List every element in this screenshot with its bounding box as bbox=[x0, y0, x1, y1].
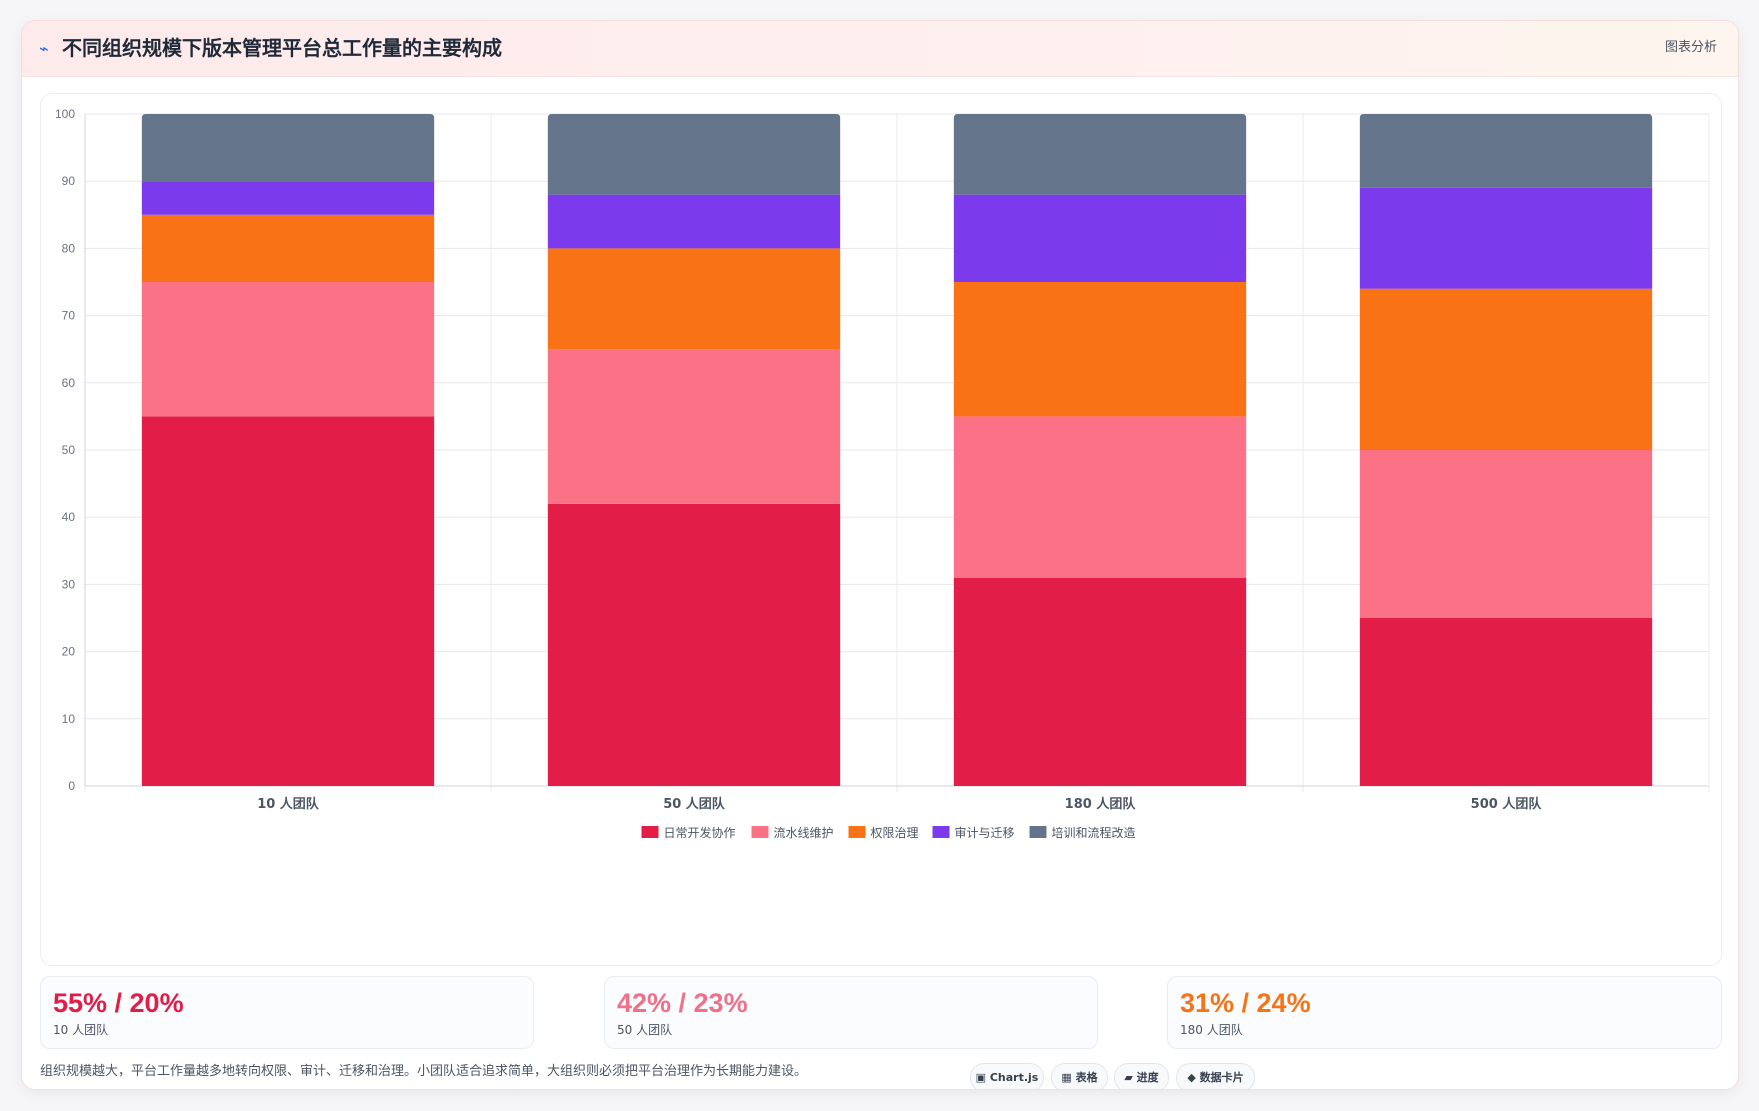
y-tick-label: 80 bbox=[62, 241, 76, 255]
summary-note: 组织规模越大，平台工作量越多地转向权限、审计、迁移和治理。小团队适合追求简单，大… bbox=[40, 1064, 808, 1079]
stat-card-180: 31% / 24% 180 人团队 bbox=[1167, 976, 1722, 1049]
x-tick-label: 500 人团队 bbox=[1471, 796, 1543, 812]
bar-segment bbox=[141, 181, 435, 215]
chartjs-chip[interactable]: ▣ Chart.js bbox=[970, 1063, 1044, 1089]
bar-segment bbox=[953, 114, 1247, 195]
y-tick-label: 0 bbox=[68, 779, 75, 793]
bar-segment bbox=[953, 577, 1247, 786]
data-card-chip[interactable]: ◆ 数据卡片 bbox=[1176, 1063, 1255, 1089]
y-tick-label: 10 bbox=[62, 712, 76, 726]
stat-value: 31% / 24% bbox=[1180, 988, 1311, 1018]
y-tick-label: 20 bbox=[62, 645, 76, 659]
stat-card-10: 55% / 20% 10 人团队 bbox=[40, 976, 534, 1049]
bar-segment bbox=[1359, 450, 1653, 618]
bar-segment bbox=[141, 114, 435, 182]
legend-label: 日常开发协作 bbox=[664, 825, 736, 840]
y-tick-label: 90 bbox=[62, 174, 76, 188]
page-title: 不同组织规模下版本管理平台总工作量的主要构成 bbox=[62, 36, 502, 60]
y-tick-label: 100 bbox=[55, 107, 75, 121]
legend-label: 流水线维护 bbox=[774, 826, 834, 840]
stat-value: 42% / 23% bbox=[617, 988, 748, 1018]
bar-segment bbox=[547, 503, 841, 786]
bar-segment bbox=[547, 114, 841, 195]
legend-swatch bbox=[848, 826, 866, 838]
legend-label: 审计与迁移 bbox=[955, 825, 1015, 840]
x-tick-label: 50 人团队 bbox=[663, 796, 726, 812]
stat-card-50: 42% / 23% 50 人团队 bbox=[604, 976, 1098, 1049]
legend-label: 权限治理 bbox=[871, 826, 919, 840]
card-header: ⌁ 不同组织规模下版本管理平台总工作量的主要构成 图表分析 bbox=[22, 21, 1738, 77]
bar-segment bbox=[1359, 618, 1653, 786]
legend-swatch bbox=[641, 826, 659, 838]
bar-segment bbox=[141, 282, 435, 417]
bar-segment bbox=[547, 194, 841, 249]
bar-segment bbox=[953, 282, 1247, 417]
x-tick-label: 180 人团队 bbox=[1065, 796, 1137, 812]
y-tick-label: 40 bbox=[62, 510, 76, 524]
progress-chip[interactable]: ▰ 进度 bbox=[1114, 1063, 1169, 1089]
legend-label: 培训和流程改造 bbox=[1052, 825, 1136, 840]
chart-card: ⌁ 不同组织规模下版本管理平台总工作量的主要构成 图表分析 0 10 20 30 40 5… bbox=[21, 20, 1739, 1090]
y-tick-label: 70 bbox=[62, 309, 76, 323]
x-tick-label: 10 人团队 bbox=[257, 796, 320, 812]
legend-swatch bbox=[751, 826, 769, 838]
legend-swatch bbox=[1029, 826, 1047, 838]
stat-label: 180 人团队 bbox=[1180, 1023, 1243, 1037]
y-tick-label: 50 bbox=[62, 443, 76, 457]
table-chip[interactable]: ▦ 表格 bbox=[1051, 1063, 1108, 1089]
bar-segment bbox=[141, 416, 435, 786]
bar-segment bbox=[953, 416, 1247, 578]
y-tick-label: 30 bbox=[62, 577, 76, 591]
chart-icon: ⌁ bbox=[39, 39, 49, 58]
stacked-bar-chart: 0 10 20 30 40 50 60 70 80 90 100 10 人团队 50 人团队 180 人团… bbox=[55, 107, 1710, 840]
bar-segment bbox=[547, 349, 841, 504]
bar-segment bbox=[953, 194, 1247, 282]
chart-analysis-button[interactable]: 图表分析 bbox=[1664, 40, 1717, 55]
bar-segment bbox=[1359, 288, 1653, 450]
stat-label: 10 人团队 bbox=[53, 1023, 109, 1037]
bar-segment bbox=[141, 214, 435, 282]
stat-label: 50 人团队 bbox=[617, 1023, 673, 1037]
bar-segment bbox=[1359, 187, 1653, 289]
bar-segment bbox=[1359, 114, 1653, 188]
legend-swatch bbox=[932, 826, 950, 838]
chart-container: 0 10 20 30 40 50 60 70 80 90 100 10 人团队 50 人团队 180 人团… bbox=[40, 93, 1722, 966]
stat-value: 55% / 20% bbox=[53, 988, 184, 1018]
y-tick-label: 60 bbox=[62, 376, 76, 390]
bar-segment bbox=[547, 248, 841, 350]
